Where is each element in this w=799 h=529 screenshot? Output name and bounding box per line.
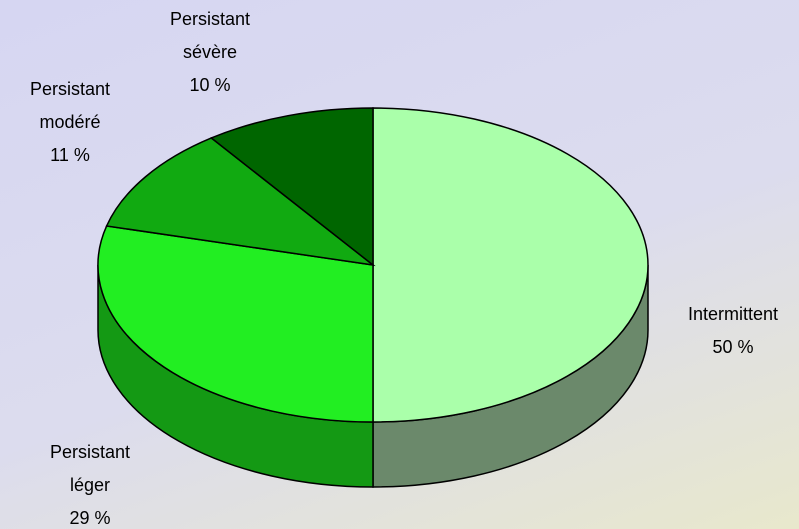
category-name: Intermittent (687, 304, 779, 324)
pie-slice (209, 107, 374, 267)
slice-label: Persistant modéré 11 % (0, 73, 140, 172)
slice-label: Persistant léger 29 % (25, 436, 155, 529)
category-name: Persistant sévère (169, 9, 251, 62)
value-label: 29 % (69, 508, 111, 528)
value-label: 10 % (189, 75, 231, 95)
category-name: Persistant léger (49, 442, 131, 495)
value-label: 50 % (712, 337, 754, 357)
value-label: 11 % (50, 145, 90, 165)
slice-label: Intermittent 50 % (663, 298, 799, 364)
pie-slice (372, 107, 649, 423)
slice-label: Persistant sévère 10 % (140, 3, 280, 102)
pie-slice (105, 137, 376, 267)
pie-slice (97, 225, 374, 423)
category-name: Persistant modéré (29, 79, 111, 132)
